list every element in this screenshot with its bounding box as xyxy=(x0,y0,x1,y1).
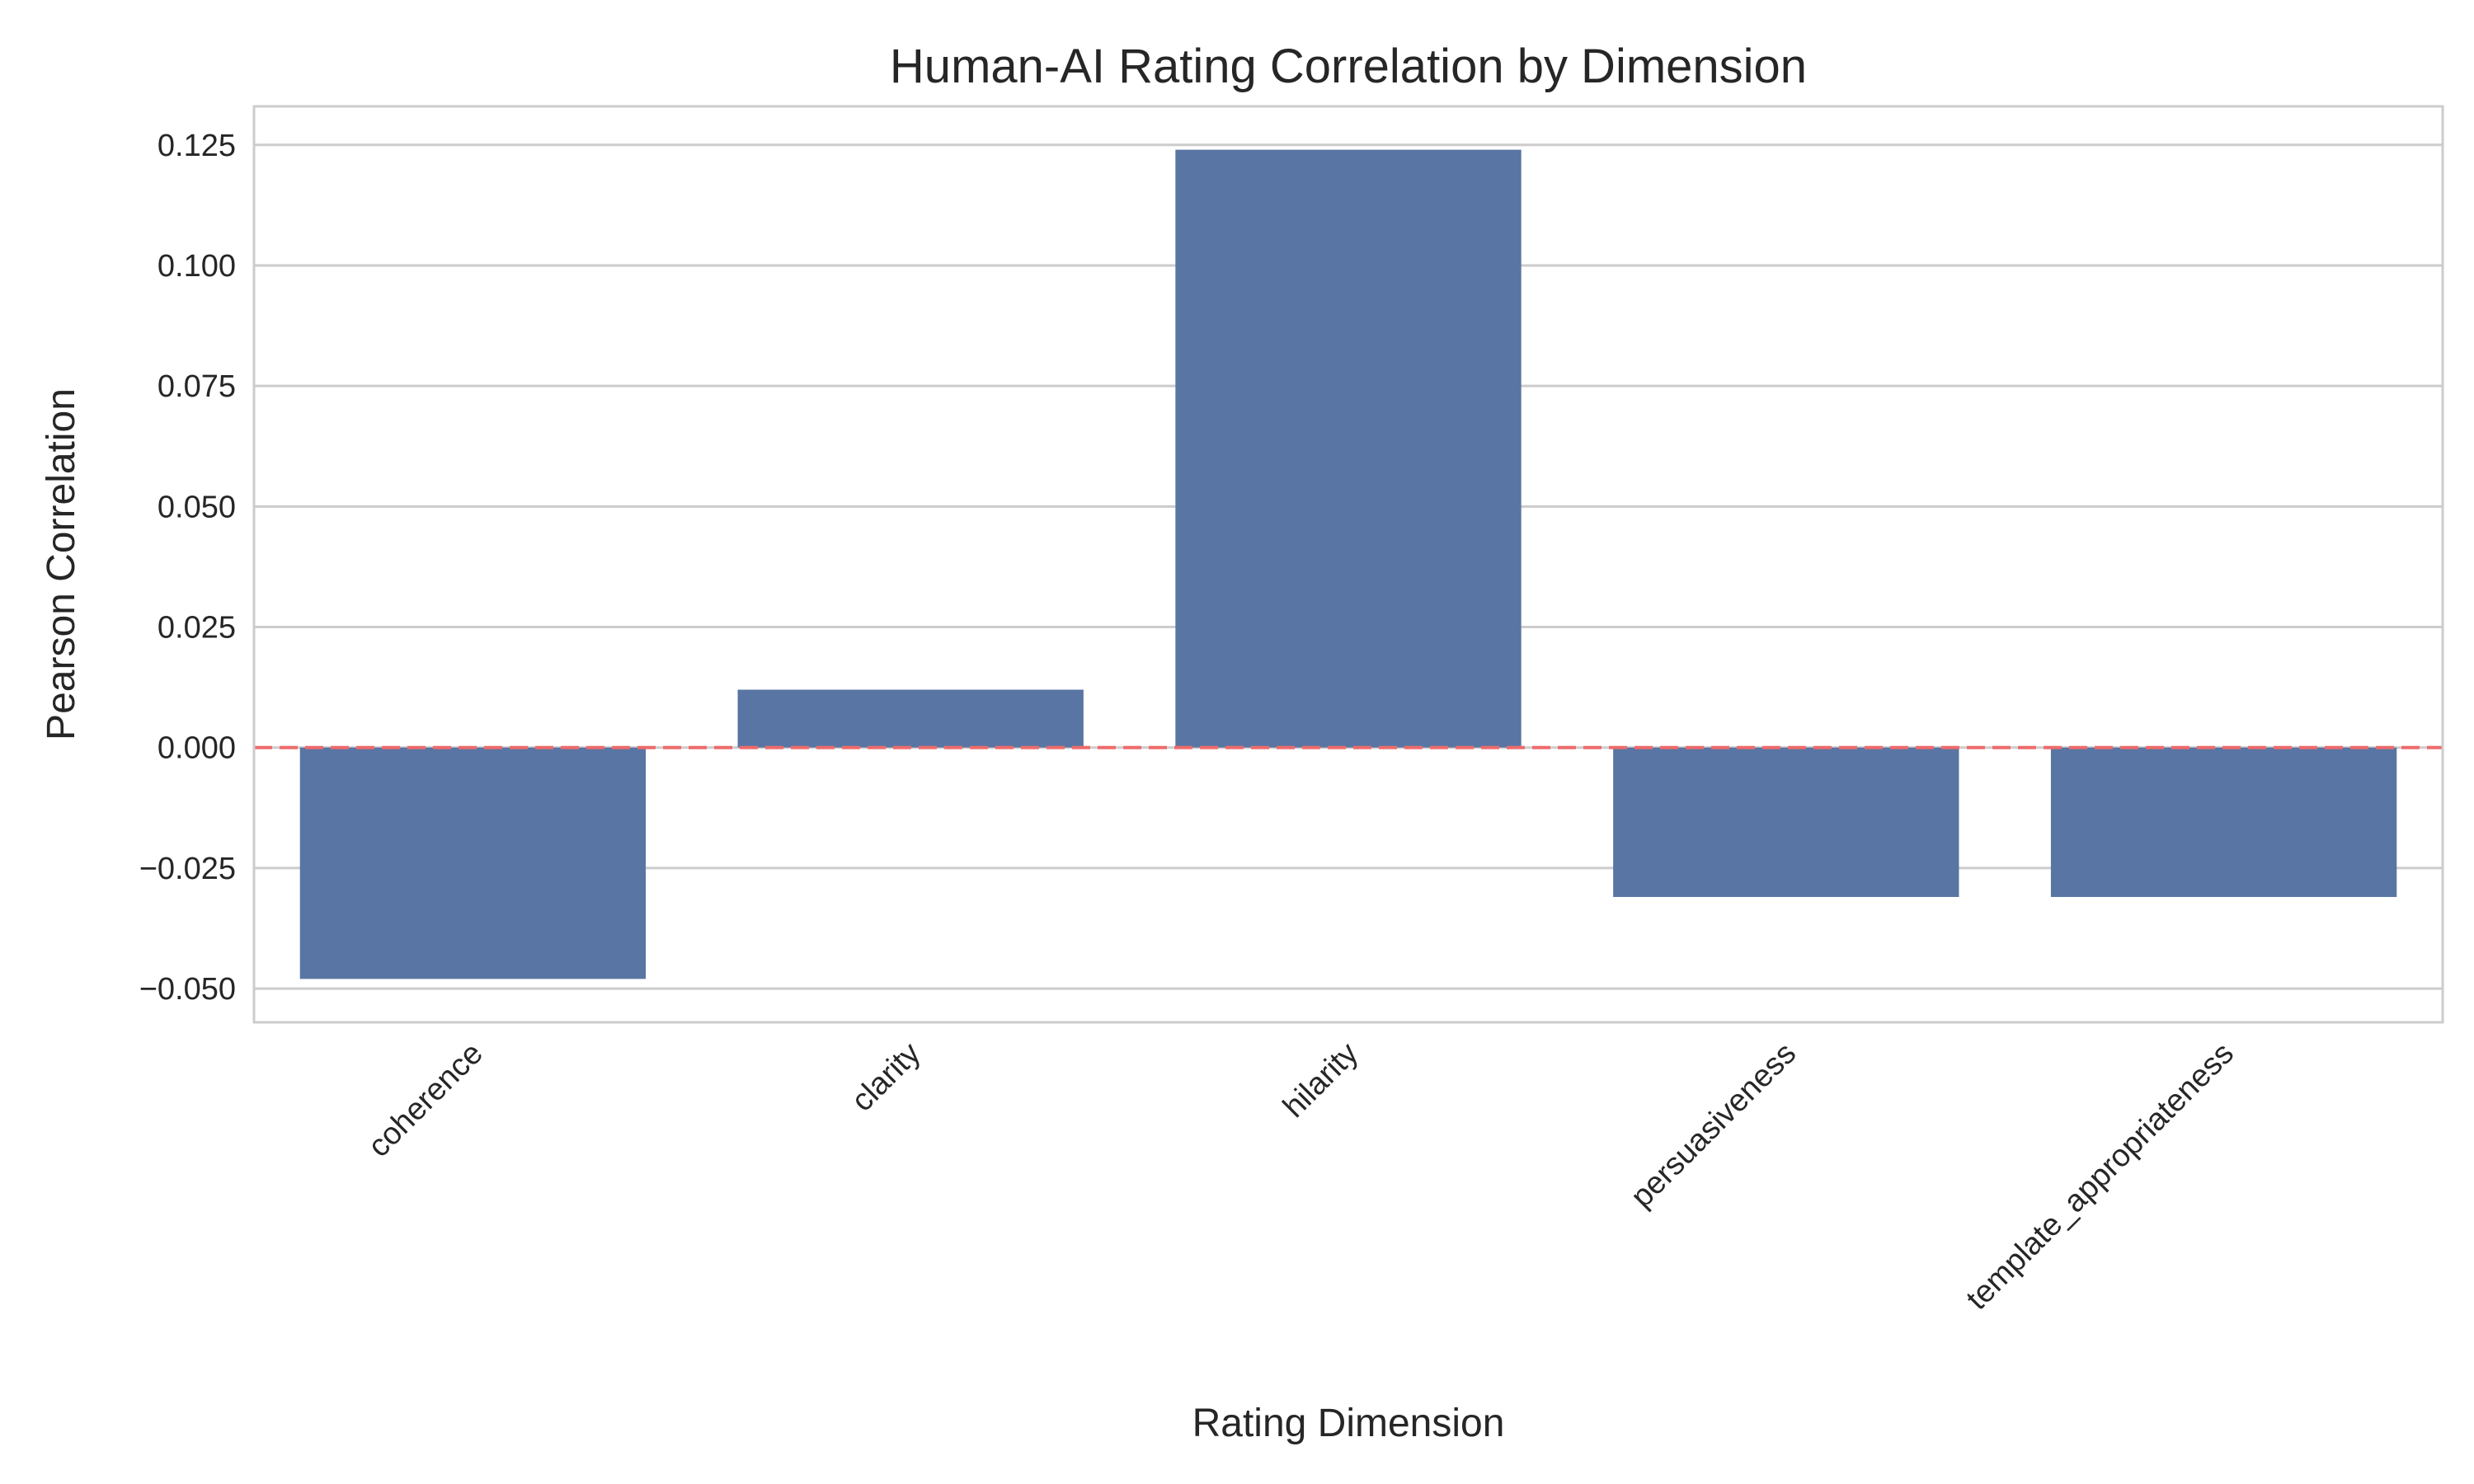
x-axis-label: Rating Dimension xyxy=(1192,1402,1505,1445)
y-tick-label: 0.025 xyxy=(158,611,236,646)
bar-hilarity xyxy=(1175,149,1522,748)
y-tick-label: −0.050 xyxy=(139,972,236,1007)
y-tick-label: 0.000 xyxy=(158,731,236,766)
bar-persuasiveness xyxy=(1613,747,1959,897)
y-axis-label: Pearson Correlation xyxy=(40,388,83,740)
plot-frame xyxy=(252,105,2444,1024)
bars xyxy=(299,149,2397,979)
y-tick-label: 0.075 xyxy=(158,369,236,404)
y-tick-label: 0.100 xyxy=(158,249,236,284)
bar-coherence xyxy=(299,747,647,979)
bar-clarity xyxy=(737,689,1084,748)
y-tick-label: 0.050 xyxy=(158,490,236,524)
y-tick-labels: −0.050 −0.025 0.000 0.025 0.050 0.075 0.100 0.1… xyxy=(139,129,236,1007)
y-tick-label: 0.125 xyxy=(158,129,236,163)
chart-title: Human-AI Rating Correlation by Dimension xyxy=(890,40,1807,93)
bar-template_appropriateness xyxy=(2050,747,2397,897)
y-tick-label: −0.025 xyxy=(139,852,236,886)
